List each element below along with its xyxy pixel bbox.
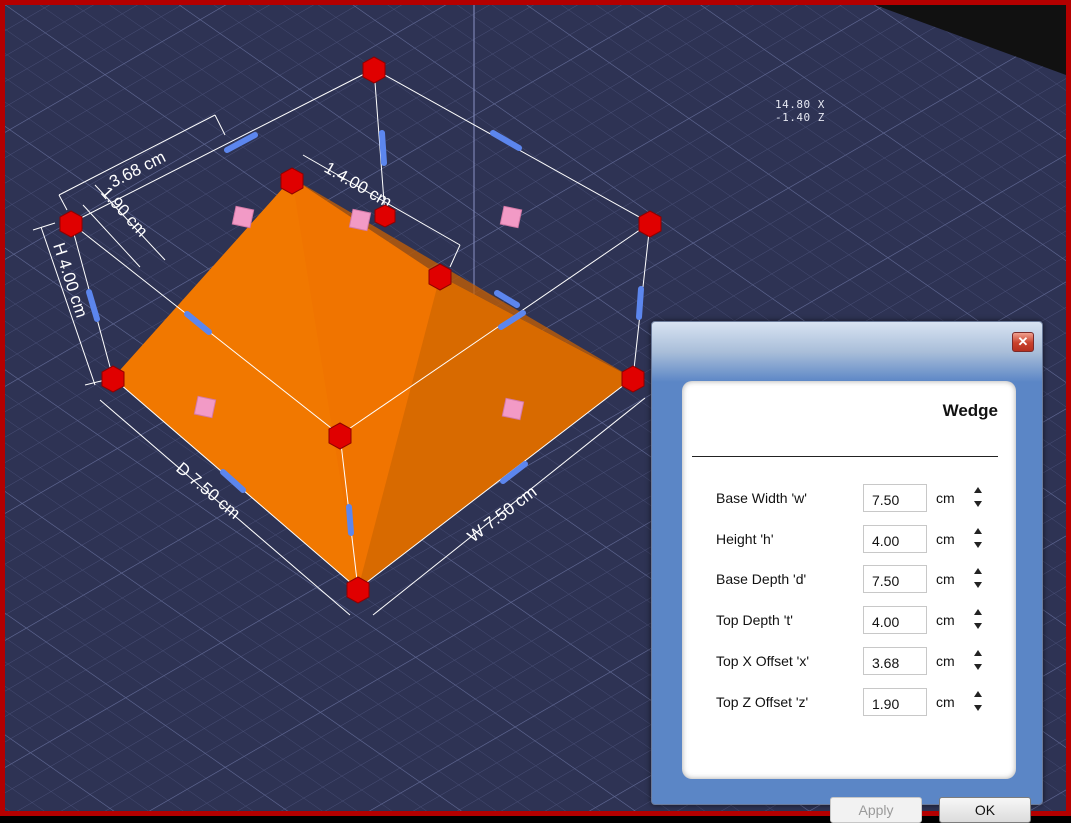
spin-down-icon[interactable] [974,542,982,548]
param-row-top-z-offset: Top Z Offset 'z' 1.90 cm [716,688,1016,718]
face-handle [193,395,217,419]
spin-up-icon[interactable] [974,487,982,493]
unit-label: cm [936,490,955,506]
unit-label: cm [936,612,955,628]
spin-down-icon[interactable] [974,582,982,588]
top-depth-input[interactable]: 4.00 [863,606,927,634]
edge-handle [379,130,387,166]
spinner[interactable] [972,646,984,676]
dialog-body: Wedge Base Width 'w' 7.50 cm Height 'h' … [682,381,1031,823]
edge-handle [636,286,644,320]
spin-up-icon[interactable] [974,691,982,697]
face-handle [499,205,523,229]
edge-handle [500,461,528,484]
spinner[interactable] [972,605,984,635]
dimension-lines [32,114,646,616]
edge-handles[interactable] [86,130,644,536]
corner-handle [346,576,370,604]
param-row-top-depth: Top Depth 't' 4.00 cm [716,606,1016,636]
close-button[interactable]: ✕ [1012,332,1034,352]
spin-down-icon[interactable] [974,501,982,507]
param-label: Top Depth 't' [716,612,793,628]
param-row-base-depth: Base Depth 'd' 7.50 cm [716,565,1016,595]
corner-handle [59,210,83,238]
height-input[interactable]: 4.00 [863,525,927,553]
param-row-top-x-offset: Top X Offset 'x' 3.68 cm [716,647,1016,677]
corner-handle [362,56,386,84]
spin-up-icon[interactable] [974,528,982,534]
unit-label: cm [936,694,955,710]
edge-handle [184,311,212,335]
corner-handle [374,204,396,228]
spin-up-icon[interactable] [974,650,982,656]
corner-handle [621,365,645,393]
wedge-dialog: ✕ Wedge Base Width 'w' 7.50 cm Height 'h… [651,321,1043,823]
title-divider [692,456,998,457]
dialog-title: Wedge [942,401,998,420]
param-label: Top Z Offset 'z' [716,694,809,710]
param-label: Base Width 'w' [716,490,807,506]
spin-down-icon[interactable] [974,705,982,711]
corner-handle [328,422,352,450]
spinner[interactable] [972,564,984,594]
corner-handles[interactable] [59,56,662,604]
base-width-input[interactable]: 7.50 [863,484,927,512]
edge-handle [498,310,526,330]
top-z-offset-input[interactable]: 1.90 [863,688,927,716]
unit-label: cm [936,571,955,587]
spinner[interactable] [972,483,984,513]
face-handle [231,205,255,229]
wedge-back-slope [292,178,633,378]
edge-handle [224,132,258,153]
apply-button[interactable]: Apply [830,797,922,823]
face-handle [348,208,372,232]
param-label: Height 'h' [716,531,774,547]
param-label: Top X Offset 'x' [716,653,810,669]
edge-handle [490,130,522,151]
coordinate-readout: 14.80 X -1.40 Z [775,98,825,124]
face-handles[interactable] [193,205,525,421]
unit-label: cm [936,653,955,669]
edge-handle [220,469,246,493]
corner-handle [101,365,125,393]
corner-handle [428,263,452,291]
top-x-offset-input[interactable]: 3.68 [863,647,927,675]
param-label: Base Depth 'd' [716,571,807,587]
base-depth-input[interactable]: 7.50 [863,565,927,593]
edge-handle [86,289,100,322]
edge-handle [346,504,354,536]
spin-down-icon[interactable] [974,664,982,670]
horizon [875,5,1066,75]
spin-up-icon[interactable] [974,609,982,615]
unit-label: cm [936,531,955,547]
corner-handle [638,210,662,238]
face-handle [501,397,525,421]
corner-handle [280,167,304,195]
readout-x: 14.80 X [775,98,825,111]
spinner[interactable] [972,687,984,717]
edge-handle [494,290,520,308]
param-row-height: Height 'h' 4.00 cm [716,525,1016,555]
spinner[interactable] [972,524,984,554]
spin-down-icon[interactable] [974,623,982,629]
ok-button[interactable]: OK [939,797,1031,823]
wedge-left-face [113,178,358,589]
param-row-base-width: Base Width 'w' 7.50 cm [716,484,1016,514]
readout-z: -1.40 Z [775,111,825,124]
spin-up-icon[interactable] [974,568,982,574]
bounding-box [70,68,651,590]
